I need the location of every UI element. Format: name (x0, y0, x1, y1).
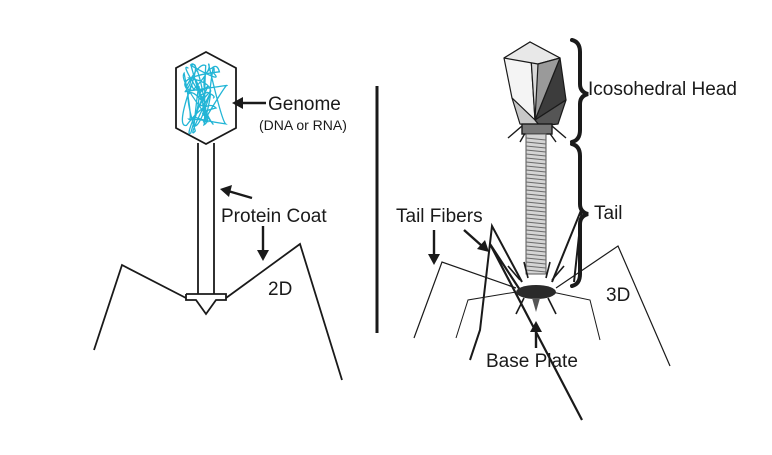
collar-3d (507, 123, 567, 143)
protein-coat-label: Protein Coat (221, 206, 327, 227)
label-3d: 3D (606, 285, 630, 306)
tail-fibers-3d (413, 207, 671, 421)
tail-rib (525, 181, 547, 185)
tail-rib (525, 157, 547, 161)
phage-2d (93, 50, 343, 381)
genome-arrow (232, 97, 266, 109)
tail-rib (525, 197, 547, 201)
tail-rib (525, 137, 547, 141)
tail-rib (525, 233, 547, 237)
tail-rib (525, 217, 547, 221)
tail-rib (525, 253, 547, 257)
tail-ribs-3d (525, 137, 547, 273)
tail-rib (525, 229, 547, 233)
base-plate-3d (507, 261, 565, 315)
tail-rib (525, 169, 547, 173)
tail-fiber-2d-right (225, 242, 343, 381)
tail-rib (525, 249, 547, 253)
tail-rib (525, 141, 547, 145)
tail-rib (525, 153, 547, 157)
genome-label: Genome (268, 94, 341, 115)
head-brace (570, 38, 589, 144)
protein-coat-arrow-down (257, 226, 269, 261)
base-plate-arrow (530, 321, 542, 348)
tail-rib (525, 173, 547, 177)
tail-rib (525, 201, 547, 205)
tail-rib (525, 185, 547, 189)
head-2d (175, 50, 237, 146)
tail-rib (525, 269, 547, 273)
tail-rib (525, 261, 547, 265)
baseplate-2d (185, 293, 227, 316)
tail-rib (525, 241, 547, 245)
tail-rib (525, 265, 547, 269)
tail-fiber-2d-left (93, 263, 187, 351)
phage-3d (413, 41, 671, 421)
tail-rib (525, 193, 547, 197)
tail-fibers-arrow-right (463, 229, 489, 252)
tail-rib (525, 209, 547, 213)
tail-rib (525, 165, 547, 169)
tail-rib (525, 213, 547, 217)
base-plate-label: Base Plate (486, 351, 578, 372)
tail-rib (525, 177, 547, 181)
tail-label: Tail (594, 203, 623, 224)
icosahedral-head-3d (503, 41, 567, 127)
protein-coat-arrow-up (220, 185, 253, 200)
tail-rib (525, 221, 547, 225)
genome-sublabel: (DNA or RNA) (259, 117, 347, 133)
genome-strand (181, 63, 229, 135)
tail-rib (525, 225, 547, 229)
tail-rib (525, 245, 547, 249)
icosahedral-head-label: Icosohedral Head (588, 79, 737, 100)
tail-fibers-arrow-left (428, 230, 440, 265)
tail-rib (525, 237, 547, 241)
tail-rib (525, 205, 547, 209)
tail-brace (570, 142, 589, 288)
genome-strand-path (181, 63, 229, 135)
tail-rib (525, 161, 547, 165)
tail-rib (525, 149, 547, 153)
tail-rib (525, 145, 547, 149)
tail-fibers-label: Tail Fibers (396, 206, 483, 227)
label-2d: 2D (268, 279, 292, 300)
tail-rib (525, 257, 547, 261)
tail-rib (525, 189, 547, 193)
